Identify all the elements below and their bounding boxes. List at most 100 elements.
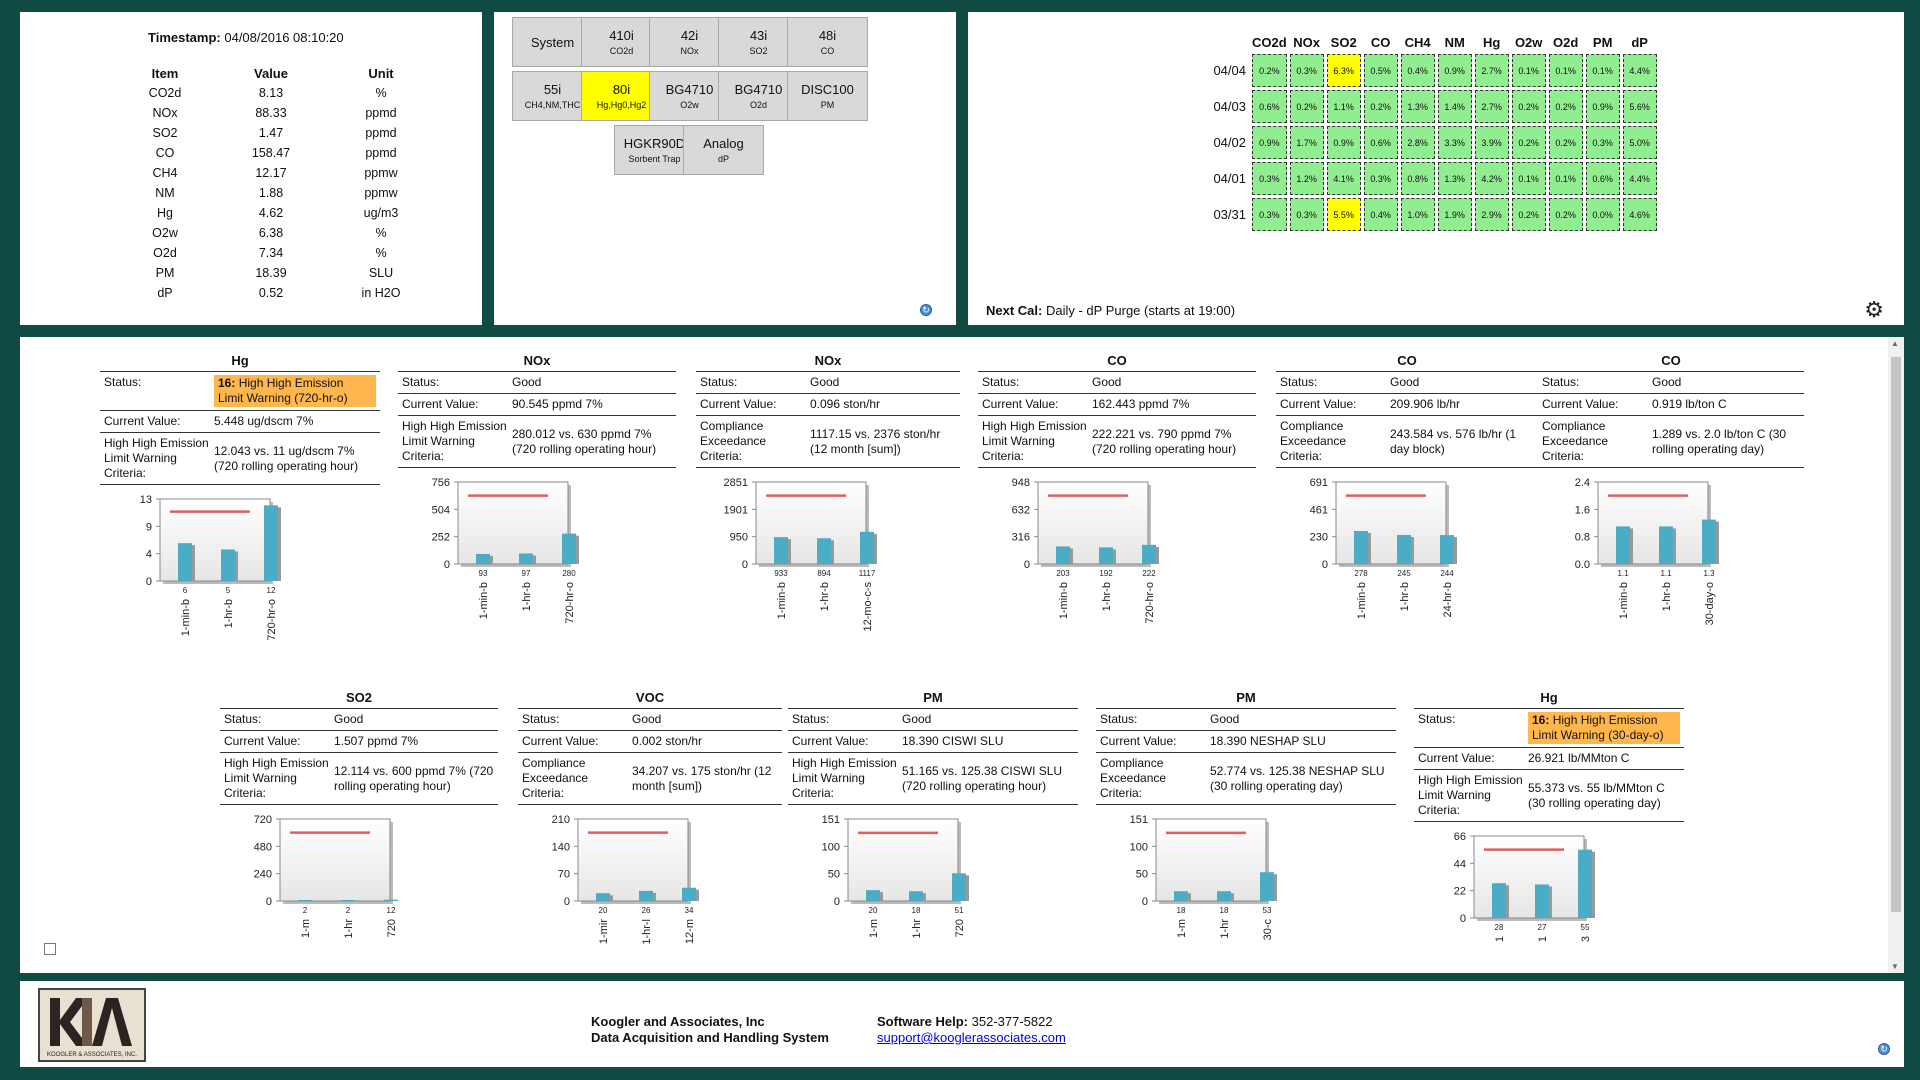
bar[interactable] [1440,535,1454,564]
cal-drift-cell[interactable]: 0.1% [1585,54,1620,87]
cal-drift-cell[interactable]: 0.9% [1326,126,1361,159]
cal-drift-cell[interactable]: 2.7% [1474,90,1509,123]
bar[interactable] [774,537,788,564]
cal-drift-cell[interactable]: 0.3% [1585,126,1620,159]
cal-drift-cell[interactable]: 0.0% [1585,198,1620,231]
cal-drift-cell[interactable]: 0.2% [1548,90,1583,123]
cal-drift-cell[interactable]: 0.2% [1252,54,1287,87]
cal-drift-cell[interactable]: 2.9% [1474,198,1509,231]
cal-drift-cell[interactable]: 2.8% [1400,126,1435,159]
cal-drift-cell[interactable]: 1.1% [1326,90,1361,123]
cal-drift-cell[interactable]: 6.3% [1326,54,1361,87]
cal-drift-cell[interactable]: 0.5% [1363,54,1398,87]
bar[interactable] [1578,849,1592,918]
cal-drift-cell[interactable]: 0.1% [1548,162,1583,195]
scroll-up-icon[interactable]: ▲ [1891,339,1899,348]
cal-drift-cell[interactable]: 0.2% [1511,126,1546,159]
bar[interactable] [1174,891,1188,901]
cal-drift-cell[interactable]: 4.4% [1622,162,1657,195]
bar[interactable] [1260,872,1274,901]
bar[interactable] [909,891,923,901]
bar[interactable] [264,505,278,581]
cal-drift-cell[interactable]: 3.9% [1474,126,1509,159]
cal-drift-cell[interactable]: 0.3% [1289,198,1324,231]
gear-icon[interactable]: ⚙ [1864,297,1884,322]
analyzer-button-11[interactable]: Analog dP [683,125,764,176]
support-email-link[interactable]: support@koogler​associates.com [877,1030,1066,1045]
bar[interactable] [476,553,490,564]
refresh-icon[interactable]: ↻ [920,304,932,316]
cal-drift-cell[interactable]: 0.9% [1585,90,1620,123]
cal-drift-cell[interactable]: 0.9% [1437,54,1472,87]
cal-drift-cell[interactable]: 0.4% [1363,198,1398,231]
cal-drift-cell[interactable]: 0.2% [1511,198,1546,231]
cal-drift-cell[interactable]: 0.4% [1400,54,1435,87]
cal-drift-cell[interactable]: 0.3% [1289,54,1324,87]
bar[interactable] [1702,519,1716,564]
bar[interactable] [952,873,966,901]
analyzer-button-5[interactable]: 55i CH4,NM,THC [512,71,593,122]
cal-drift-cell[interactable]: 1.7% [1289,126,1324,159]
cal-drift-cell[interactable]: 1.4% [1437,90,1472,123]
cal-drift-cell[interactable]: 4.4% [1622,54,1657,87]
cal-drift-cell[interactable]: 0.1% [1511,54,1546,87]
bar[interactable] [562,533,576,564]
cal-drift-cell[interactable]: 0.2% [1511,90,1546,123]
cal-drift-cell[interactable]: 0.6% [1363,126,1398,159]
cal-drift-cell[interactable]: 0.3% [1252,162,1287,195]
bar[interactable] [178,543,192,581]
analyzer-button-7[interactable]: BG4710 O2w [649,71,730,122]
bar[interactable] [1056,546,1070,564]
vertical-scrollbar[interactable]: ▲ ▼ [1888,337,1904,973]
cal-drift-cell[interactable]: 0.6% [1585,162,1620,195]
cal-drift-cell[interactable]: 1.0% [1400,198,1435,231]
cal-drift-cell[interactable]: 4.6% [1622,198,1657,231]
checkbox[interactable] [44,943,56,955]
cal-drift-cell[interactable]: 5.5% [1326,198,1361,231]
bar[interactable] [1659,526,1673,564]
cal-drift-cell[interactable]: 0.2% [1363,90,1398,123]
analyzer-button-0[interactable]: System [512,17,593,68]
cal-drift-cell[interactable]: 3.3% [1437,126,1472,159]
cal-drift-cell[interactable]: 1.9% [1437,198,1472,231]
bar[interactable] [682,887,696,901]
cal-drift-cell[interactable]: 4.2% [1474,162,1509,195]
cal-drift-cell[interactable]: 0.6% [1252,90,1287,123]
bar[interactable] [639,890,653,901]
analyzer-button-9[interactable]: DISC100 PM [787,71,868,122]
cal-drift-cell[interactable]: 5.6% [1622,90,1657,123]
refresh-icon[interactable]: ↻ [1878,1043,1890,1055]
analyzer-button-4[interactable]: 48i CO [787,17,868,68]
cal-drift-cell[interactable]: 0.1% [1511,162,1546,195]
cal-drift-cell[interactable]: 0.2% [1548,198,1583,231]
bar[interactable] [1397,534,1411,564]
scroll-down-icon[interactable]: ▼ [1891,962,1899,971]
analyzer-button-1[interactable]: 410i CO2d [581,17,662,68]
cal-drift-cell[interactable]: 0.2% [1289,90,1324,123]
bar[interactable] [1142,544,1156,564]
cal-drift-cell[interactable]: 0.9% [1252,126,1287,159]
cal-drift-cell[interactable]: 0.1% [1548,54,1583,87]
bar[interactable] [1616,526,1630,564]
bar[interactable] [341,900,355,901]
bar[interactable] [1099,547,1113,564]
analyzer-button-3[interactable]: 43i SO2 [718,17,799,68]
analyzer-button-2[interactable]: 42i NOx [649,17,730,68]
bar[interactable] [860,531,874,564]
cal-drift-cell[interactable]: 0.3% [1363,162,1398,195]
bar[interactable] [817,538,831,564]
bar[interactable] [221,549,235,581]
scroll-thumb[interactable] [1891,357,1901,912]
cal-drift-cell[interactable]: 4.1% [1326,162,1361,195]
analyzer-button-8[interactable]: BG4710 O2d [718,71,799,122]
bar[interactable] [384,899,398,901]
cal-drift-cell[interactable]: 1.2% [1289,162,1324,195]
bar[interactable] [596,893,610,901]
bar[interactable] [298,900,312,901]
cal-drift-cell[interactable]: 0.3% [1252,198,1287,231]
bar[interactable] [1217,891,1231,901]
bar[interactable] [1354,531,1368,564]
bar[interactable] [1492,883,1506,918]
cal-drift-cell[interactable]: 0.8% [1400,162,1435,195]
cal-drift-cell[interactable]: 5.0% [1622,126,1657,159]
